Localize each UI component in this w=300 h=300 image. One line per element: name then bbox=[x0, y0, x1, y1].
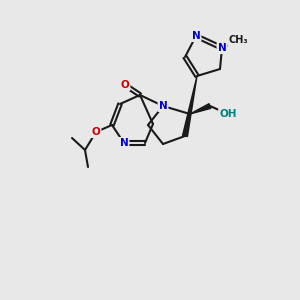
Text: N: N bbox=[159, 101, 167, 111]
Polygon shape bbox=[182, 76, 197, 136]
Text: CH₃: CH₃ bbox=[228, 35, 248, 45]
Text: N: N bbox=[120, 138, 128, 148]
Text: N: N bbox=[218, 43, 226, 53]
Text: O: O bbox=[92, 127, 100, 137]
Polygon shape bbox=[190, 104, 211, 114]
Text: O: O bbox=[121, 80, 129, 90]
Text: N: N bbox=[192, 31, 200, 41]
Text: OH: OH bbox=[219, 109, 237, 119]
